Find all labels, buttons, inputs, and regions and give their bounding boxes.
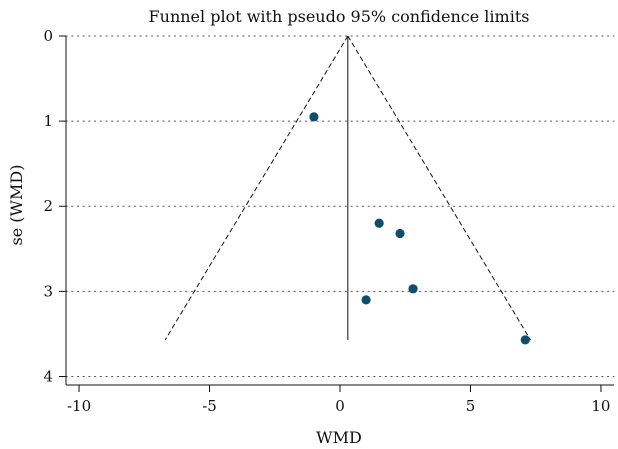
- x-tick-label-1: -5: [202, 397, 217, 415]
- x-axis-label: WMD: [316, 428, 362, 447]
- chart-title: Funnel plot with pseudo 95% confidence l…: [149, 7, 530, 26]
- data-point-4: [361, 295, 371, 305]
- x-tick-label-0: -10: [67, 397, 91, 415]
- axes: 0 1 2 3 4 -10 -5 0 5 10: [43, 27, 614, 415]
- data-point-1: [374, 218, 384, 228]
- funnel-left-limit: [164, 35, 349, 341]
- y-tick-label-1: 1: [43, 112, 53, 130]
- funnel-lines: [164, 35, 531, 341]
- x-tick-label-3: 5: [466, 397, 476, 415]
- y-tick-label-3: 3: [43, 282, 53, 300]
- data-point-3: [408, 284, 418, 294]
- data-point-2: [395, 228, 405, 239]
- y-tick-label-0: 0: [43, 27, 53, 45]
- y-axis-label: se (WMD): [7, 165, 26, 246]
- x-tick-label-4: 10: [591, 397, 610, 415]
- grid-lines: [65, 35, 615, 378]
- y-tick-label-4: 4: [43, 367, 53, 385]
- data-point-5: [520, 335, 530, 345]
- funnel-right-limit: [347, 35, 531, 341]
- x-tick-label-2: 0: [335, 397, 345, 415]
- data-point-0: [309, 112, 319, 122]
- data-points: [309, 112, 530, 345]
- y-tick-label-2: 2: [43, 197, 53, 215]
